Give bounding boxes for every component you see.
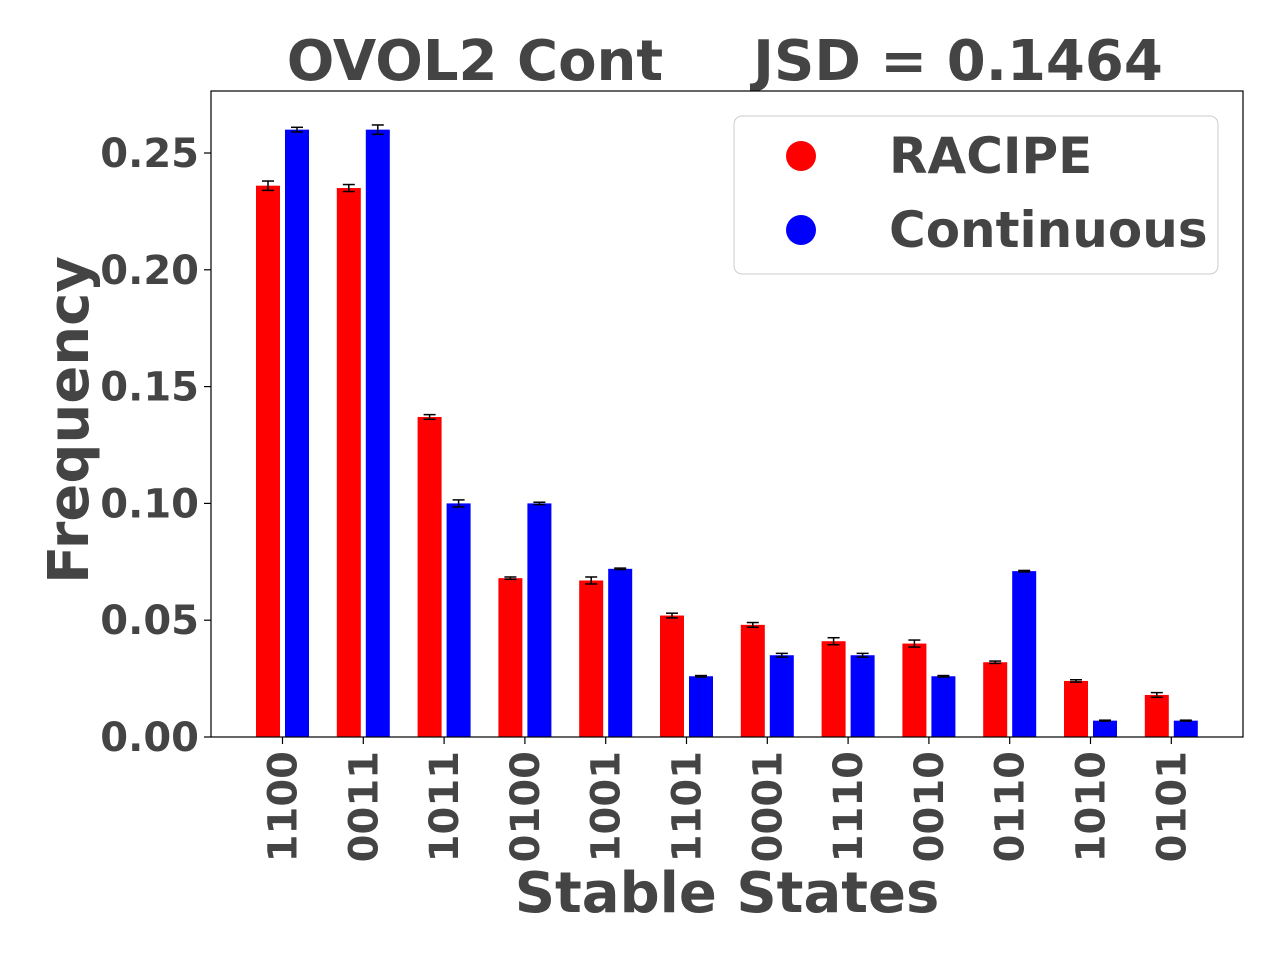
y-tick-label: 0.00 [100, 715, 199, 761]
plot-frame [210, 90, 1244, 738]
x-tick-label-0011: 0011 [341, 751, 387, 862]
error-bar-racipe-1001 [585, 576, 598, 585]
bar-racipe-0101 [1144, 694, 1169, 737]
bar-continuous-1101 [689, 676, 713, 737]
chart-title-jsd: JSD = 0.1464 [749, 29, 1163, 94]
bar-continuous-1110 [850, 655, 875, 737]
bar-racipe-0110 [983, 662, 1008, 737]
error-bar-continuous-1100 [291, 126, 303, 133]
bar-continuous-1100 [285, 129, 309, 737]
legend-box [733, 115, 1219, 275]
x-tick-label-1010: 1010 [1069, 751, 1115, 862]
error-bar-continuous-0110 [1018, 569, 1031, 573]
x-tick-label-1110: 1110 [826, 751, 872, 862]
legend: RACIPE Continuous [733, 115, 1219, 275]
bar-continuous-1010 [1093, 720, 1117, 737]
error-bar-continuous-0011 [371, 124, 384, 136]
bar-continuous-0100 [527, 503, 552, 737]
error-bar-racipe-0001 [746, 621, 759, 628]
error-bar-continuous-0010 [937, 674, 950, 678]
legend-label-racipe: RACIPE [889, 127, 1092, 185]
bar-continuous-0011 [365, 129, 390, 737]
error-bar-continuous-1110 [856, 652, 869, 658]
bar-continuous-1011 [446, 503, 471, 737]
x-tick-label-1001: 1001 [584, 751, 630, 862]
y-tick-label: 0.10 [100, 481, 199, 527]
x-tick-label-1011: 1011 [422, 751, 468, 862]
bar-racipe-0010 [902, 643, 927, 737]
bar-racipe-1001 [579, 580, 604, 737]
error-bar-continuous-1001 [614, 567, 627, 571]
bar-racipe-1100 [256, 185, 280, 738]
error-bar-continuous-1010 [1099, 719, 1111, 722]
y-tick-label: 0.05 [100, 598, 199, 644]
x-axis-ticks: 1100 0011 1011 0100 1001 1101 0001 1110 0010 0110… [261, 737, 1195, 862]
bar-continuous-1001 [608, 568, 633, 737]
x-tick-label-0100: 0100 [503, 751, 549, 862]
error-bar-racipe-0010 [908, 639, 921, 648]
legend-label-continuous: Continuous [889, 201, 1208, 259]
bar-racipe-0100 [498, 578, 523, 737]
bar-continuous-0101 [1173, 720, 1198, 737]
x-tick-label-0101: 0101 [1149, 751, 1195, 862]
y-axis-ticks: 0.00 0.05 0.10 0.15 0.20 0.25 [100, 131, 211, 761]
bars-group [256, 124, 1198, 738]
error-bar-racipe-0101 [1150, 691, 1163, 699]
x-axis-label: Stable States [515, 861, 940, 926]
error-bar-racipe-1010 [1070, 679, 1082, 683]
x-tick-label-0010: 0010 [907, 751, 953, 862]
bar-continuous-0110 [1012, 571, 1037, 737]
error-bar-racipe-1011 [423, 413, 436, 421]
error-bar-racipe-0100 [504, 576, 517, 581]
bar-racipe-1101 [660, 615, 684, 737]
bar-continuous-0010 [931, 676, 956, 737]
error-bar-continuous-0001 [775, 652, 788, 658]
x-tick-label-0110: 0110 [988, 751, 1034, 862]
bar-racipe-1010 [1064, 680, 1088, 737]
bar-continuous-0001 [769, 655, 794, 737]
error-bar-continuous-1101 [695, 674, 707, 678]
error-bar-continuous-1011 [452, 499, 465, 508]
x-tick-label-1101: 1101 [665, 751, 711, 862]
x-tick-label-1100: 1100 [261, 751, 307, 862]
bar-racipe-0001 [740, 624, 765, 737]
error-bar-racipe-0110 [989, 660, 1002, 665]
y-axis-label: Frequency [37, 256, 102, 584]
error-bar-racipe-1110 [827, 636, 840, 646]
chart-title: OVOL2 Cont [287, 29, 663, 94]
error-bar-racipe-1100 [262, 180, 274, 192]
bar-racipe-1011 [417, 416, 442, 737]
bar-racipe-1110 [821, 641, 846, 737]
x-tick-label-0001: 0001 [745, 751, 791, 862]
legend-marker-racipe [786, 141, 816, 171]
error-bar-racipe-1101 [666, 612, 678, 619]
legend-marker-continuous [786, 215, 816, 245]
y-tick-label: 0.20 [100, 248, 199, 294]
bar-racipe-0011 [336, 188, 361, 738]
error-bar-continuous-0101 [1179, 719, 1192, 722]
error-bar-racipe-0011 [342, 183, 355, 193]
y-tick-label: 0.25 [100, 131, 199, 177]
error-bar-continuous-0100 [533, 501, 546, 506]
y-tick-label: 0.15 [100, 365, 199, 411]
